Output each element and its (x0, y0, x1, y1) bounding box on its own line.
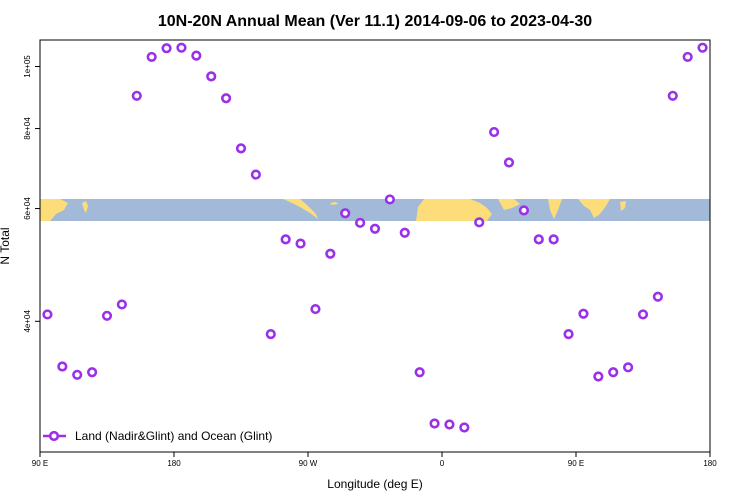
world-map-band (40, 199, 710, 221)
data-point (250, 169, 261, 180)
data-point (578, 308, 589, 319)
data-point (176, 42, 187, 53)
data-point (667, 90, 678, 101)
data-point (146, 51, 157, 63)
data-point (57, 361, 68, 372)
data-point (652, 291, 663, 302)
land-arabia (498, 199, 520, 210)
land-indochina (578, 199, 610, 218)
data-point (503, 157, 515, 168)
x-axis: 90 E 180 90 W 0 90 E 180 (32, 452, 717, 468)
data-point (489, 126, 500, 138)
y-tick-label: 4e+04 (23, 310, 32, 333)
x-tick-label: 90 E (32, 459, 48, 468)
data-point (101, 310, 113, 321)
y-tick-label: 1e+05 (23, 55, 32, 78)
data-point (414, 367, 425, 378)
land-philippines (620, 201, 626, 211)
data-point (161, 43, 172, 54)
y-axis-label: N Total (0, 227, 12, 264)
x-axis-label: Longitude (deg E) (327, 477, 422, 491)
data-point (355, 217, 366, 228)
data-point (623, 362, 634, 373)
data-point (608, 367, 619, 378)
x-tick-label: 90 E (568, 459, 584, 468)
x-tick-label: 90 W (299, 459, 318, 468)
data-point (42, 309, 53, 320)
y-axis: 4e+04 6e+04 8e+04 1e+05 (23, 55, 40, 333)
data-point (369, 223, 381, 234)
data-point (221, 93, 232, 104)
x-tick-label: 180 (703, 459, 717, 468)
data-point (459, 422, 470, 433)
data-point (325, 248, 336, 259)
data-point (116, 299, 127, 310)
data-point (444, 419, 455, 430)
data-point (637, 309, 649, 320)
data-point (265, 329, 276, 340)
data-point (697, 42, 708, 53)
ocean-band (40, 199, 710, 221)
data-point (593, 371, 604, 382)
legend-label: Land (Nadir&Glint) and Ocean (Glint) (75, 429, 272, 443)
land-africa-right (40, 199, 68, 221)
data-point (518, 205, 529, 216)
data-point (548, 234, 559, 245)
land-india (548, 199, 562, 219)
data-point (87, 367, 98, 378)
data-point (295, 238, 306, 249)
data-point (563, 329, 574, 340)
data-point (280, 234, 291, 245)
data-point (682, 51, 693, 63)
x-tick-label: 180 (167, 459, 181, 468)
data-point (429, 418, 440, 429)
data-point (206, 71, 217, 82)
data-point (235, 143, 247, 154)
data-point (191, 50, 202, 61)
legend-marker (48, 430, 60, 442)
y-tick-label: 6e+04 (23, 197, 32, 220)
data-point (474, 217, 485, 228)
land-caribbean (330, 202, 338, 205)
data-point (340, 208, 351, 219)
plot-frame (39, 39, 711, 453)
data-point (533, 234, 544, 245)
land-southeast-asia (82, 201, 88, 213)
series-points (42, 42, 708, 433)
data-point (399, 227, 410, 238)
legend: Land (Nadir&Glint) and Ocean (Glint) (43, 429, 272, 443)
x-tick-label: 0 (440, 459, 445, 468)
data-point (131, 90, 142, 101)
chart-title: 10N-20N Annual Mean (Ver 11.1) 2014-09-0… (158, 13, 592, 30)
data-point (72, 369, 83, 380)
y-tick-label: 8e+04 (23, 117, 32, 140)
data-point (384, 194, 395, 205)
land-west-africa (416, 199, 492, 221)
data-point (310, 303, 321, 315)
land-central-america (283, 199, 318, 219)
